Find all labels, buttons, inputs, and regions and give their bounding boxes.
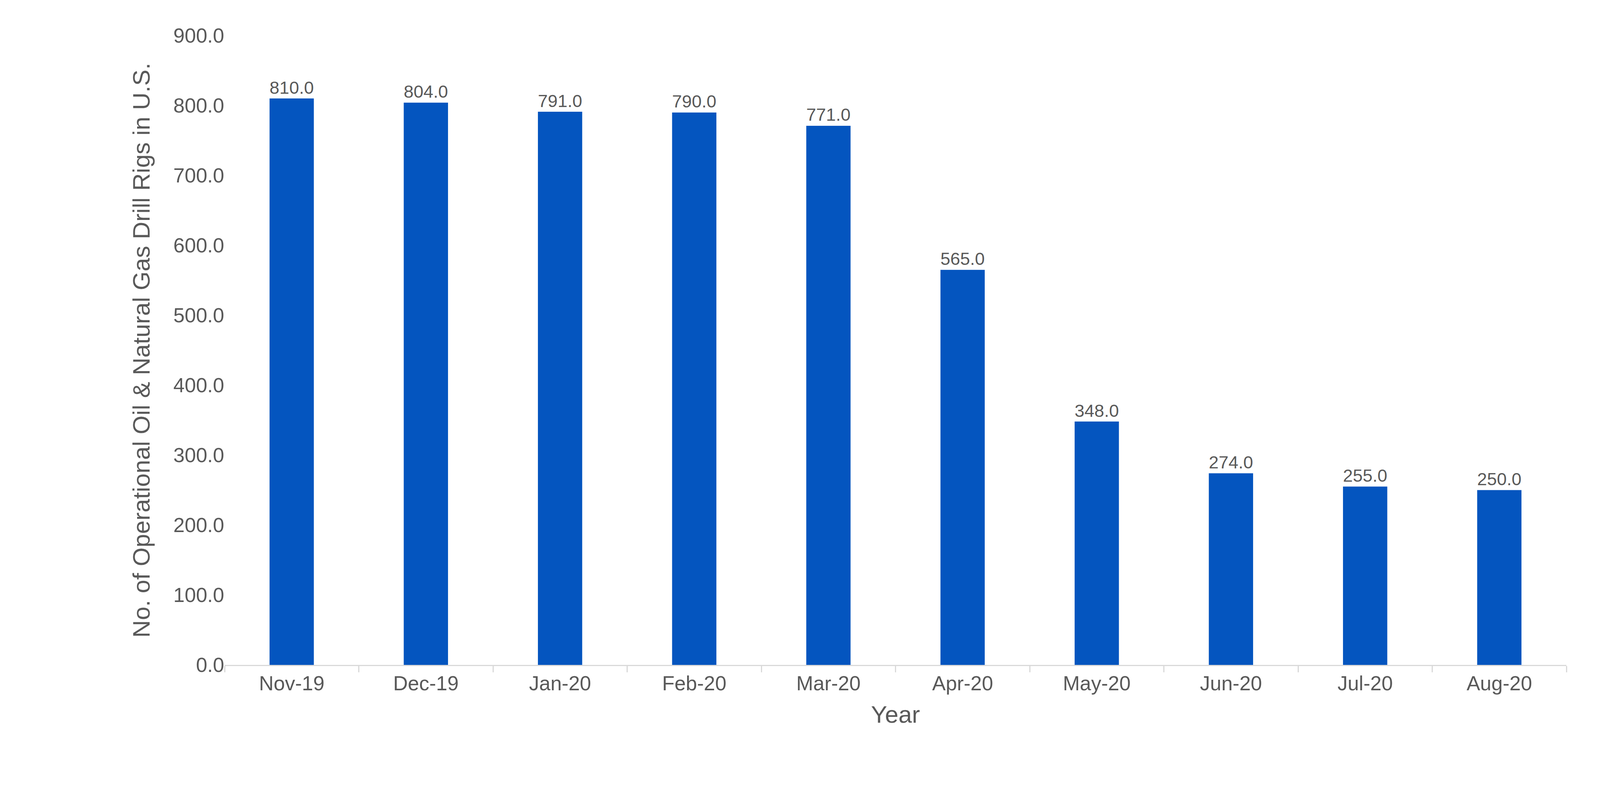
- svg-text:Jan-20: Jan-20: [528, 671, 592, 695]
- svg-text:300.0: 300.0: [173, 443, 225, 467]
- svg-text:Nov-19: Nov-19: [258, 671, 325, 695]
- svg-text:804.0: 804.0: [403, 81, 449, 102]
- svg-text:Feb-20: Feb-20: [662, 671, 727, 695]
- svg-text:Apr-20: Apr-20: [932, 671, 993, 695]
- svg-text:500.0: 500.0: [173, 303, 225, 327]
- svg-text:Jul-20: Jul-20: [1337, 671, 1393, 695]
- svg-text:274.0: 274.0: [1208, 452, 1254, 473]
- svg-text:800.0: 800.0: [173, 94, 225, 117]
- svg-text:250.0: 250.0: [1477, 469, 1522, 490]
- svg-text:No. of Operational Oil & Natur: No. of Operational Oil & Natural Gas Dri…: [127, 62, 155, 638]
- svg-text:May-20: May-20: [1062, 671, 1131, 695]
- svg-text:700.0: 700.0: [173, 164, 225, 187]
- svg-text:771.0: 771.0: [806, 104, 851, 125]
- svg-text:100.0: 100.0: [173, 583, 225, 607]
- svg-text:600.0: 600.0: [173, 233, 225, 257]
- svg-text:900.0: 900.0: [173, 24, 225, 47]
- svg-text:0.0: 0.0: [196, 653, 225, 677]
- svg-text:Mar-20: Mar-20: [796, 671, 861, 695]
- svg-text:348.0: 348.0: [1074, 400, 1119, 421]
- svg-text:810.0: 810.0: [269, 77, 314, 98]
- svg-text:791.0: 791.0: [537, 91, 583, 111]
- svg-text:Jun-20: Jun-20: [1200, 671, 1263, 695]
- svg-text:400.0: 400.0: [173, 373, 225, 397]
- svg-text:200.0: 200.0: [173, 513, 225, 537]
- svg-text:255.0: 255.0: [1342, 465, 1388, 486]
- svg-text:Dec-19: Dec-19: [392, 671, 459, 695]
- svg-text:Year: Year: [871, 700, 920, 728]
- svg-text:790.0: 790.0: [672, 91, 717, 112]
- svg-text:565.0: 565.0: [940, 248, 985, 269]
- svg-text:Aug-20: Aug-20: [1466, 671, 1533, 695]
